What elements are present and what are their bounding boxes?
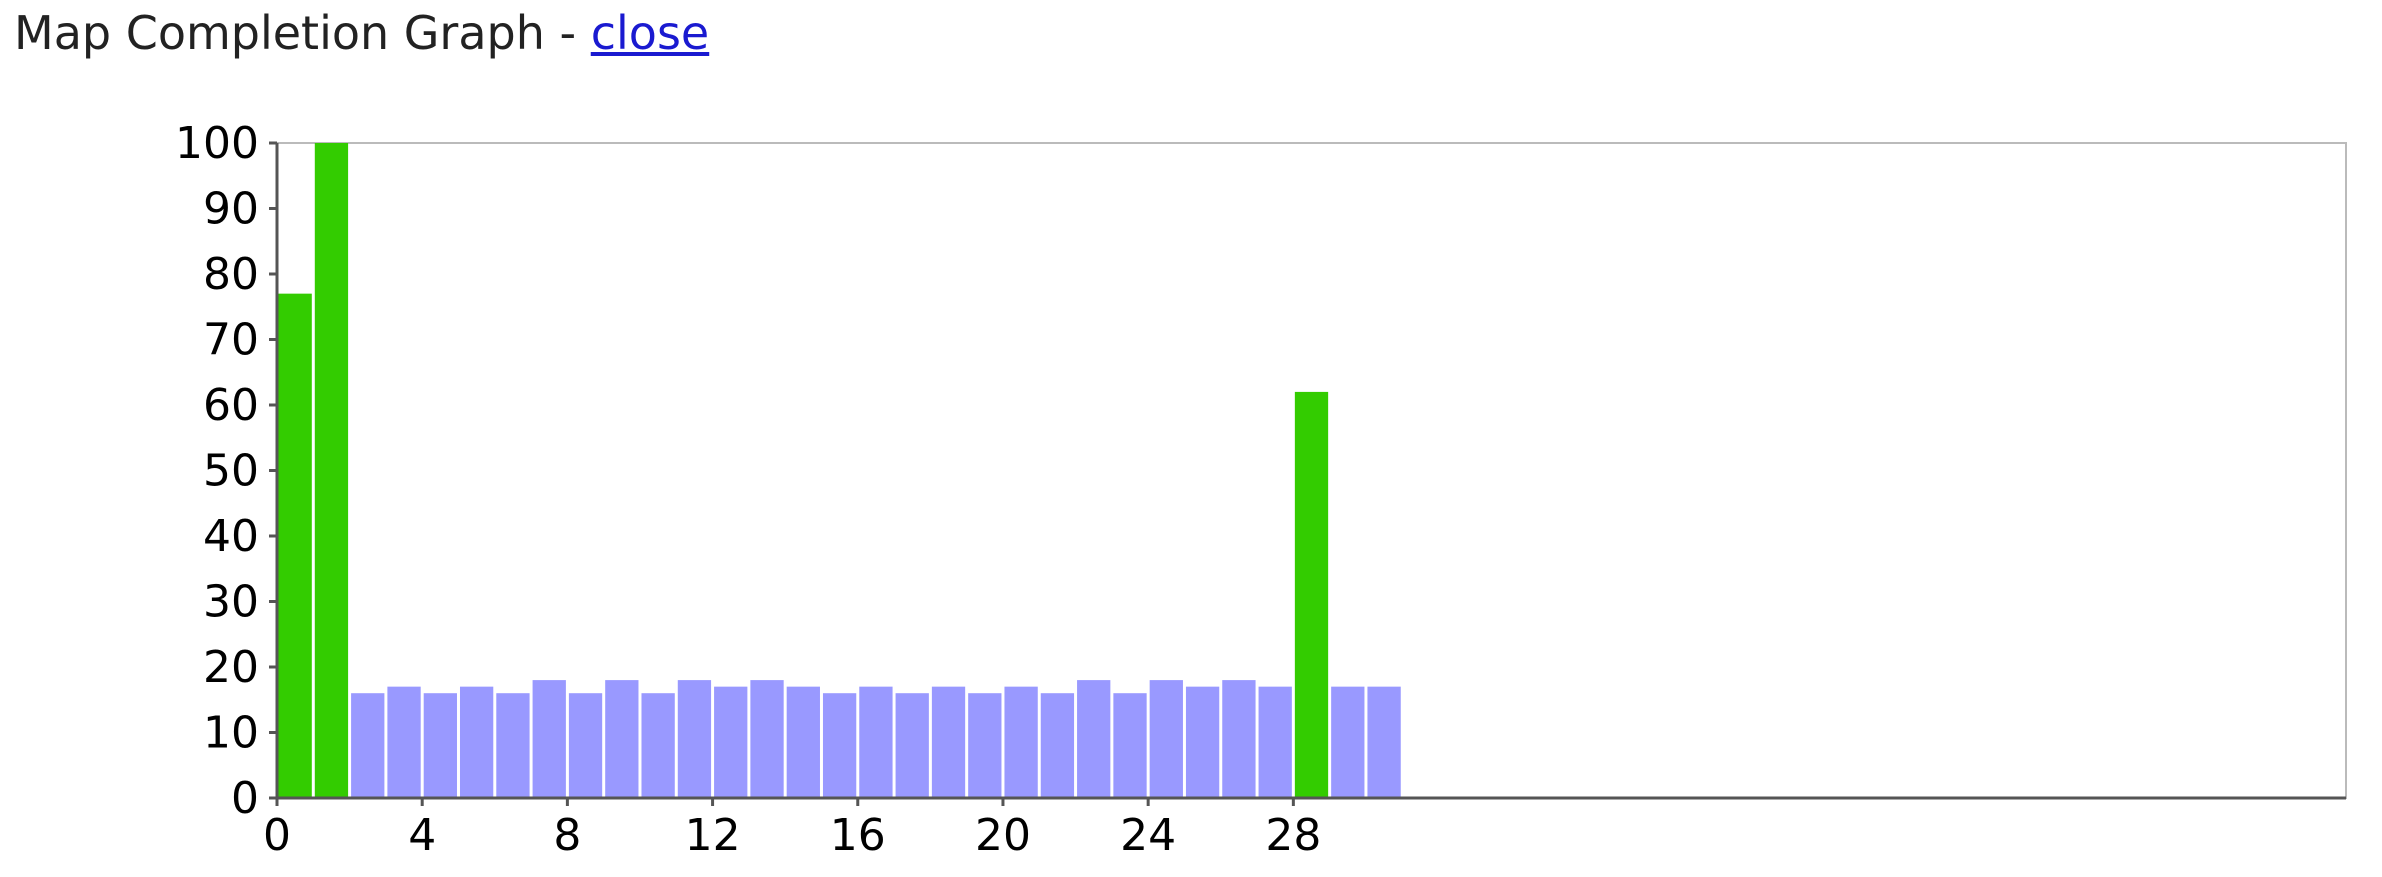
x-tick-label-24: 24 (1120, 810, 1176, 861)
y-tick-label-40: 40 (203, 511, 259, 562)
bar-16 (859, 687, 892, 798)
bar-14 (787, 687, 820, 798)
bar-25 (1186, 687, 1219, 798)
bar-9 (605, 680, 638, 798)
bar-1 (315, 143, 348, 798)
y-axis-ticks: 0 10 20 30 40 50 60 70 80 90 100 (175, 118, 277, 824)
bar-2 (351, 693, 384, 798)
x-tick-label-12: 12 (685, 810, 741, 861)
bar-20 (1004, 687, 1037, 798)
bar-17 (896, 693, 929, 798)
bar-13 (750, 680, 783, 798)
y-tick-label-20: 20 (203, 642, 259, 693)
y-tick-label-60: 60 (203, 380, 259, 431)
bar-10 (641, 693, 674, 798)
y-tick-label-80: 80 (203, 249, 259, 300)
bar-27 (1259, 687, 1292, 798)
y-tick-label-90: 90 (203, 184, 259, 235)
x-tick-label-0: 0 (263, 810, 291, 861)
bar-15 (823, 693, 856, 798)
bar-12 (714, 687, 747, 798)
bar-7 (533, 680, 566, 798)
x-tick-label-20: 20 (975, 810, 1031, 861)
bar-8 (569, 693, 602, 798)
bar-24 (1150, 680, 1183, 798)
bar-6 (496, 693, 529, 798)
bar-23 (1113, 693, 1146, 798)
bar-4 (424, 693, 457, 798)
bar-19 (968, 693, 1001, 798)
bar-18 (932, 687, 965, 798)
x-tick-label-8: 8 (553, 810, 581, 861)
x-tick-label-4: 4 (408, 810, 436, 861)
x-axis-ticks: 0 4 8 12 16 20 24 28 (263, 798, 1321, 861)
y-tick-label-100: 100 (175, 118, 259, 169)
bar-26 (1222, 680, 1255, 798)
x-tick-label-28: 28 (1265, 810, 1321, 861)
bar-11 (678, 680, 711, 798)
bar-30 (1367, 687, 1400, 798)
y-tick-label-70: 70 (203, 315, 259, 366)
bar-22 (1077, 680, 1110, 798)
y-tick-label-10: 10 (203, 708, 259, 759)
bar-3 (387, 687, 420, 798)
bar-0 (279, 294, 312, 798)
bar-5 (460, 687, 493, 798)
y-tick-label-30: 30 (203, 577, 259, 628)
x-tick-label-16: 16 (830, 810, 886, 861)
bar-28 (1295, 392, 1328, 798)
bar-29 (1331, 687, 1364, 798)
bar-21 (1041, 693, 1074, 798)
y-tick-label-0: 0 (231, 773, 259, 824)
y-tick-label-50: 50 (203, 446, 259, 497)
